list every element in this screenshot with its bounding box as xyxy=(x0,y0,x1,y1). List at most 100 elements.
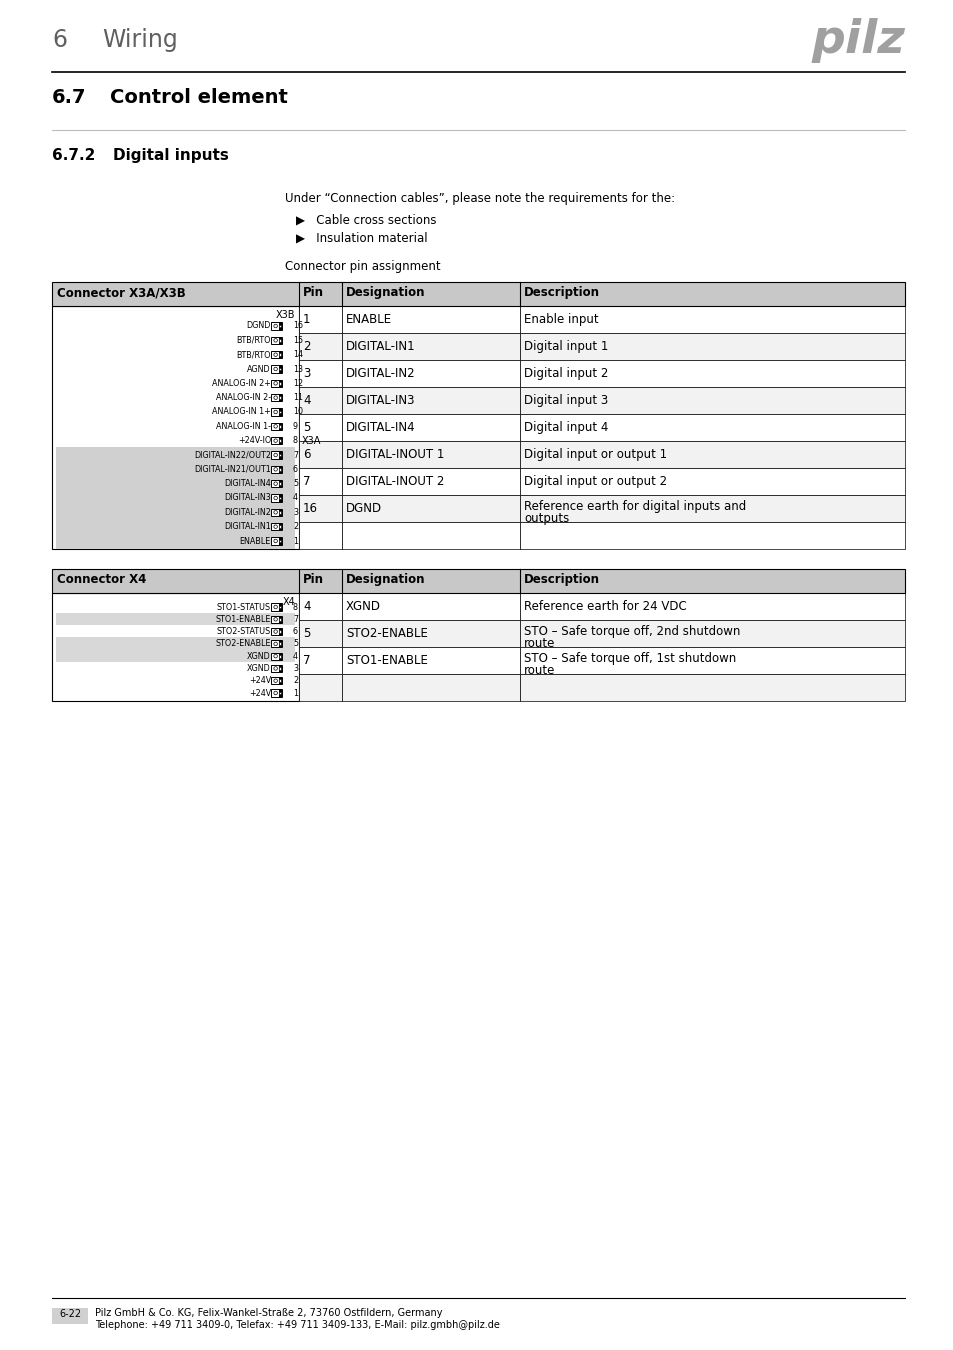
Text: 15: 15 xyxy=(293,336,303,344)
Text: 3: 3 xyxy=(293,664,297,672)
Bar xyxy=(272,379,282,387)
Bar xyxy=(341,674,519,701)
Text: DIGITAL-IN22/OUT2: DIGITAL-IN22/OUT2 xyxy=(193,451,271,459)
Text: DIGITAL-IN2: DIGITAL-IN2 xyxy=(346,367,416,379)
Bar xyxy=(279,525,281,528)
Text: Control element: Control element xyxy=(110,88,288,107)
Text: STO2-ENABLE: STO2-ENABLE xyxy=(215,640,271,648)
Bar xyxy=(56,637,294,649)
Circle shape xyxy=(274,467,277,471)
Text: DIGITAL-INOUT 1: DIGITAL-INOUT 1 xyxy=(346,448,444,460)
Text: Pilz GmbH & Co. KG, Felix-Wankel-Straße 2, 73760 Ostfildern, Germany: Pilz GmbH & Co. KG, Felix-Wankel-Straße … xyxy=(95,1308,442,1318)
Text: +24V: +24V xyxy=(249,688,271,698)
Text: DIGITAL-IN2: DIGITAL-IN2 xyxy=(224,508,271,517)
Bar xyxy=(298,360,341,387)
Bar xyxy=(272,423,282,429)
Circle shape xyxy=(274,630,277,633)
Circle shape xyxy=(274,352,277,356)
Bar xyxy=(298,647,341,674)
Bar xyxy=(279,367,281,370)
Text: DIGITAL-IN3: DIGITAL-IN3 xyxy=(224,494,271,502)
Circle shape xyxy=(274,424,277,428)
Circle shape xyxy=(274,497,277,500)
Text: DGND: DGND xyxy=(247,321,271,331)
Text: STO – Safe torque off, 1st shutdown: STO – Safe torque off, 1st shutdown xyxy=(523,652,736,666)
Text: 6: 6 xyxy=(303,448,310,460)
Text: STO2-ENABLE: STO2-ENABLE xyxy=(346,626,428,640)
Bar xyxy=(298,414,341,441)
Bar xyxy=(278,366,282,373)
Bar xyxy=(519,360,904,387)
Text: XGND: XGND xyxy=(247,652,271,660)
Bar xyxy=(272,640,282,648)
Text: DIGITAL-IN1: DIGITAL-IN1 xyxy=(346,340,416,352)
Bar xyxy=(278,678,282,684)
Circle shape xyxy=(274,482,277,486)
Text: ANALOG-IN 2+: ANALOG-IN 2+ xyxy=(212,379,271,387)
Text: X3A: X3A xyxy=(302,436,321,446)
Text: Wiring: Wiring xyxy=(102,28,177,53)
Bar xyxy=(279,454,281,456)
Text: 1: 1 xyxy=(303,313,310,325)
Text: 6: 6 xyxy=(293,464,297,474)
Bar xyxy=(278,379,282,387)
Circle shape xyxy=(274,539,277,543)
Text: 4: 4 xyxy=(293,652,297,660)
Bar xyxy=(278,323,282,329)
Bar xyxy=(279,339,281,342)
Circle shape xyxy=(274,510,277,514)
Text: Digital input or output 1: Digital input or output 1 xyxy=(523,448,666,460)
Text: 2: 2 xyxy=(293,522,297,531)
Bar xyxy=(56,649,294,662)
Bar xyxy=(272,494,282,502)
Bar xyxy=(279,540,281,543)
Bar xyxy=(278,522,282,531)
Text: 7: 7 xyxy=(303,653,310,667)
Bar xyxy=(519,674,904,701)
Text: 2: 2 xyxy=(293,676,297,686)
Bar xyxy=(298,522,341,549)
Text: 11: 11 xyxy=(293,393,303,402)
Text: route: route xyxy=(523,637,555,649)
Bar xyxy=(519,387,904,414)
Text: ANALOG-IN 1+: ANALOG-IN 1+ xyxy=(212,408,271,417)
Bar xyxy=(278,616,282,622)
Text: Digital input or output 2: Digital input or output 2 xyxy=(523,475,666,487)
Text: Designation: Designation xyxy=(346,286,425,298)
Bar xyxy=(341,620,519,647)
Text: STO1-STATUS: STO1-STATUS xyxy=(216,602,271,612)
Text: 5: 5 xyxy=(303,421,310,433)
Text: DIGITAL-IN4: DIGITAL-IN4 xyxy=(346,421,416,433)
Text: ENABLE: ENABLE xyxy=(346,313,392,325)
Bar xyxy=(279,482,281,485)
Bar xyxy=(279,691,281,694)
Bar xyxy=(278,394,282,401)
Text: 14: 14 xyxy=(293,350,303,359)
Circle shape xyxy=(274,382,277,385)
Bar xyxy=(278,494,282,502)
Text: 7: 7 xyxy=(293,614,297,624)
Text: route: route xyxy=(523,664,555,676)
Text: STO – Safe torque off, 2nd shutdown: STO – Safe torque off, 2nd shutdown xyxy=(523,625,740,639)
Text: Digital input 1: Digital input 1 xyxy=(523,340,608,352)
Text: 8: 8 xyxy=(293,602,297,612)
Text: ▶   Insulation material: ▶ Insulation material xyxy=(295,232,427,244)
Bar xyxy=(52,1308,88,1324)
Bar xyxy=(272,481,282,487)
Bar xyxy=(279,606,281,609)
Bar xyxy=(272,437,282,444)
Text: X4: X4 xyxy=(282,597,294,608)
Text: DIGITAL-IN21/OUT1: DIGITAL-IN21/OUT1 xyxy=(194,464,271,474)
Text: STO2-STATUS: STO2-STATUS xyxy=(216,626,271,636)
Bar xyxy=(278,481,282,487)
Bar xyxy=(278,466,282,472)
Text: Enable input: Enable input xyxy=(523,313,598,325)
Text: 4: 4 xyxy=(303,394,310,406)
Bar xyxy=(519,333,904,360)
Circle shape xyxy=(274,691,277,695)
Bar xyxy=(298,593,341,620)
Text: XGND: XGND xyxy=(247,664,271,672)
Bar xyxy=(519,306,904,333)
Text: pilz: pilz xyxy=(810,18,904,63)
Bar xyxy=(298,387,341,414)
